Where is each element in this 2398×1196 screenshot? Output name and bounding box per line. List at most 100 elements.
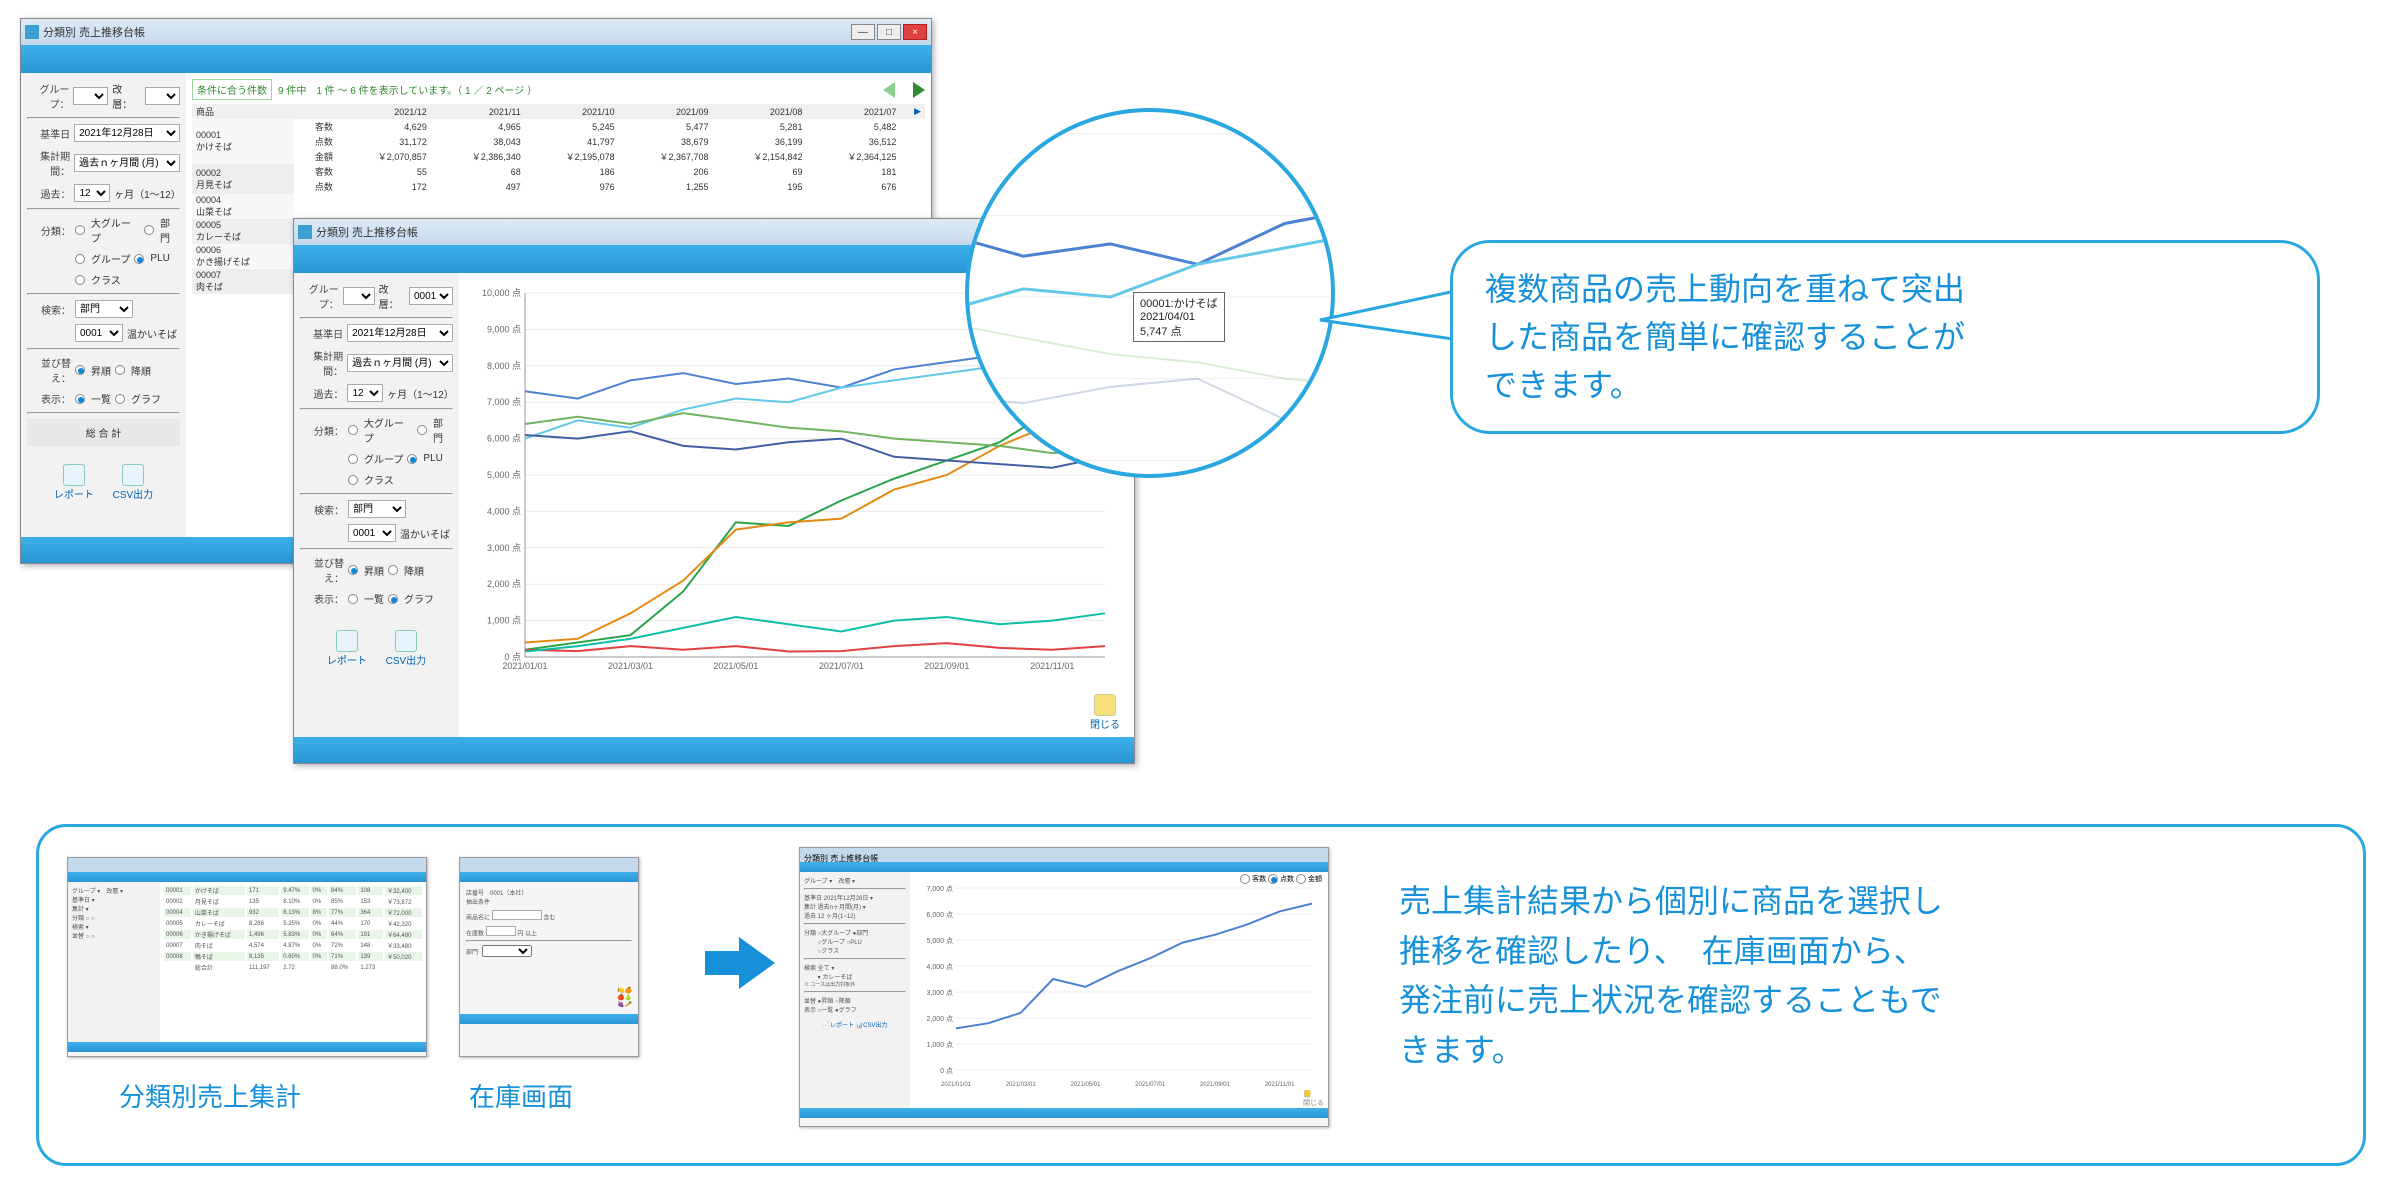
svg-text:2021/11/01: 2021/11/01	[1265, 1082, 1295, 1088]
title-text: 分類別 売上推移台帳	[43, 24, 145, 40]
sel-group[interactable]	[73, 87, 108, 105]
btn-close-yellow[interactable]: 閉じる	[1090, 694, 1120, 731]
svg-text:1,000 点: 1,000 点	[487, 616, 521, 626]
sel-kensaku2[interactable]: 部門	[348, 500, 406, 518]
svg-text:7,000 点: 7,000 点	[487, 397, 521, 407]
close-button[interactable]: ×	[903, 24, 927, 40]
svg-text:2,000 点: 2,000 点	[487, 579, 521, 589]
footbar-graph	[294, 737, 1134, 763]
hint-text: 9 件中 1 件 ～ 6 件を表示しています。（ 1 ／ 2 ページ ）	[278, 82, 537, 97]
btn-report[interactable]: レポート	[54, 464, 94, 501]
lbl-bunrui: 分類：	[27, 223, 71, 238]
sel-kijun2[interactable]: 2021年12月28日	[347, 324, 453, 342]
lbl-syukei: 集計期間：	[27, 148, 70, 178]
sel-kijun[interactable]: 2021年12月28日	[74, 124, 180, 142]
app-icon	[25, 25, 39, 39]
radio-list[interactable]	[75, 394, 85, 404]
sidebar-list: グループ： 改層： 基準日 2021年12月28日 集計期間： 過去ｎヶ月間 (…	[21, 73, 186, 537]
svg-text:9,000 点: 9,000 点	[487, 324, 521, 334]
zaiko-sel[interactable]	[482, 945, 532, 957]
lbl-kensaku: 検索：	[27, 302, 71, 317]
lbl-sort: 並び替え：	[27, 355, 71, 385]
sel-syukei[interactable]: 過去ｎヶ月間 (月)	[74, 154, 180, 172]
svg-text:2021/03/01: 2021/03/01	[608, 661, 653, 671]
r2-class[interactable]	[348, 475, 358, 485]
btn-csv2[interactable]: CSV出力	[386, 630, 427, 667]
svg-text:2021/01/01: 2021/01/01	[502, 661, 547, 671]
lbl-kensaku-name: 温かいそば	[127, 326, 177, 341]
lbl-group: グループ：	[27, 81, 69, 111]
svg-text:5,000 点: 5,000 点	[927, 937, 953, 945]
app-icon	[298, 225, 312, 239]
radio-bumon[interactable]	[144, 225, 154, 235]
lbl-kijun: 基準日	[27, 126, 70, 141]
radio-asc[interactable]	[75, 365, 85, 375]
thumb-bunrui: グループ ▾ 改層 ▾基準日 ▾集計 ▾ 分類 ○ ○検索 ▾並替 ○ ○ 00…	[67, 857, 427, 1057]
zaiko-num[interactable]	[486, 926, 516, 936]
sel-group2[interactable]	[343, 287, 375, 305]
svg-text:5,000 点: 5,000 点	[487, 470, 521, 480]
r2-asc[interactable]	[348, 565, 358, 575]
page-next-icon[interactable]	[913, 82, 925, 98]
radio-class[interactable]	[75, 275, 85, 285]
svg-text:2,000 点: 2,000 点	[927, 1015, 953, 1023]
radio-desc[interactable]	[115, 365, 125, 375]
r2-graph[interactable]	[388, 594, 398, 604]
sel-syukei2[interactable]: 過去ｎヶ月間 (月)	[347, 354, 453, 372]
thumb-line-chart: 0 点1,000 点2,000 点3,000 点4,000 点5,000 点6,…	[910, 872, 1320, 1092]
svg-text:10,000 点: 10,000 点	[482, 288, 521, 298]
btn-csv[interactable]: CSV出力	[113, 464, 154, 501]
radio-graph[interactable]	[115, 394, 125, 404]
svg-text:1,000 点: 1,000 点	[927, 1041, 953, 1049]
svg-text:4,000 点: 4,000 点	[927, 963, 953, 971]
lbl-hyoji: 表示：	[27, 391, 71, 406]
svg-text:2021/05/01: 2021/05/01	[713, 661, 758, 671]
arrow-right-icon	[739, 937, 775, 989]
page-prev-icon[interactable]	[883, 82, 895, 98]
svg-text:2021/07/01: 2021/07/01	[1135, 1082, 1166, 1088]
max-button[interactable]: □	[877, 24, 901, 40]
bottom-container: グループ ▾ 改層 ▾基準日 ▾集計 ▾ 分類 ○ ○検索 ▾並替 ○ ○ 00…	[36, 824, 2366, 1166]
svg-text:2021/11/01: 2021/11/01	[1030, 661, 1074, 671]
speech-bubble-1: 複数商品の売上動向を重ねて突出 した商品を簡単に確認することが できます。	[1450, 240, 2320, 434]
thumb-graph: 分類別 売上推移台帳 グループ ▾ 改層 ▾ 基準日 2021年12月28日 ▾…	[799, 847, 1329, 1127]
radio-large[interactable]	[75, 225, 85, 235]
lbl-kako-unit: ヶ月（1～12）	[114, 186, 180, 201]
radio-plu[interactable]	[134, 254, 144, 264]
zaiko-input[interactable]	[492, 910, 542, 920]
sidebar-graph: グループ： 改層： 0001 基準日 2021年12月28日 集計期間： 過去ｎ…	[294, 273, 459, 737]
svg-text:2021/01/01: 2021/01/01	[941, 1082, 972, 1088]
r2-large[interactable]	[348, 425, 358, 435]
caption-zaiko: 在庫画面	[469, 1077, 573, 1114]
r2-desc[interactable]	[388, 565, 398, 575]
svg-text:6,000 点: 6,000 点	[927, 911, 953, 919]
svg-text:2021/07/01: 2021/07/01	[819, 661, 864, 671]
svg-text:4,000 点: 4,000 点	[487, 506, 521, 516]
thumb-zaiko: 店番号 0001（本社） 抽出条件 商品名に 含む 在庫数 円 以上 部門 🍋🍊…	[459, 857, 639, 1057]
sel-kensaku-code[interactable]: 0001	[75, 324, 123, 342]
svg-text:0 点: 0 点	[940, 1067, 953, 1075]
hint-box: 条件に合う件数	[192, 79, 272, 100]
sel-kaisou2[interactable]: 0001	[409, 287, 453, 305]
caption-bunrui: 分類別売上集計	[119, 1077, 301, 1114]
btn-report2[interactable]: レポート	[327, 630, 367, 667]
min-button[interactable]: —	[851, 24, 875, 40]
r2-group[interactable]	[348, 454, 358, 464]
r2-plu[interactable]	[407, 454, 417, 464]
r2-list[interactable]	[348, 594, 358, 604]
title-text2: 分類別 売上推移台帳	[316, 224, 418, 240]
svg-text:2021/05/01: 2021/05/01	[1070, 1082, 1101, 1088]
r2-bumon[interactable]	[417, 425, 427, 435]
sel-kensaku-code2[interactable]: 0001	[348, 524, 396, 542]
chart-tooltip: 00001:かけそば 2021/04/01 5,747 点	[1133, 292, 1225, 342]
svg-text:7,000 点: 7,000 点	[927, 885, 953, 893]
radio-group[interactable]	[75, 254, 85, 264]
toolbar-blue	[21, 45, 931, 73]
sel-kaisou[interactable]	[145, 87, 180, 105]
lbl-kaisou: 改層：	[112, 81, 141, 111]
sel-kensaku[interactable]: 部門	[75, 300, 133, 318]
sel-kako[interactable]: 12	[74, 184, 110, 202]
svg-text:2021/03/01: 2021/03/01	[1006, 1082, 1037, 1088]
sel-kako2[interactable]: 12	[347, 384, 383, 402]
magnifier-circle: 00001:かけそば 2021/04/01 5,747 点	[965, 108, 1335, 478]
